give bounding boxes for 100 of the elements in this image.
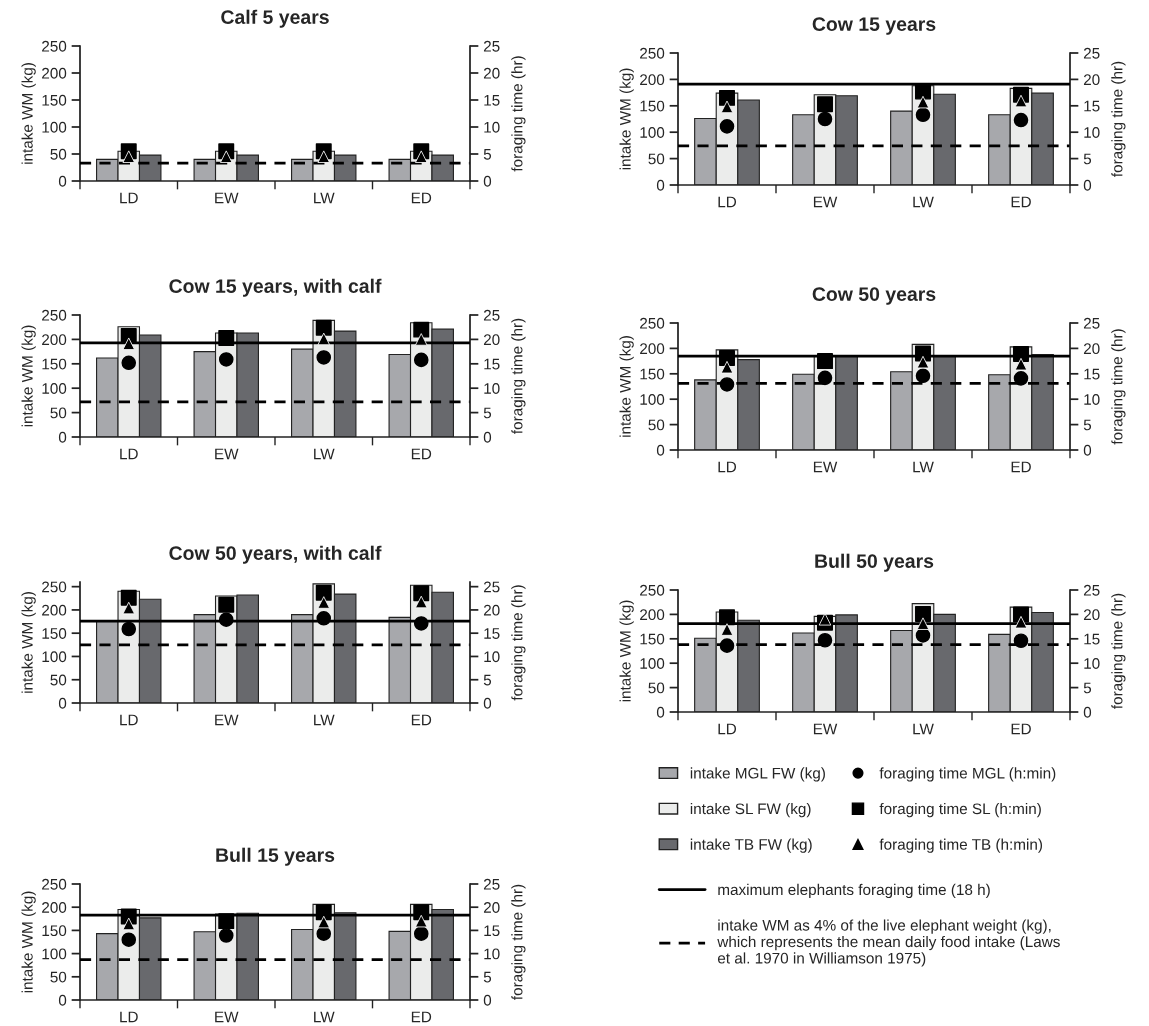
y-tick-label: 0 bbox=[58, 994, 67, 1006]
y-tick-label: 250 bbox=[640, 584, 665, 596]
y-axis-title: intake WM (kg) bbox=[21, 592, 36, 693]
legend-label: intake MGL FW (kg) bbox=[690, 767, 825, 782]
y2-tick-label: 5 bbox=[483, 674, 492, 686]
chart-title: Cow 15 years bbox=[812, 17, 936, 35]
point bbox=[413, 585, 430, 602]
point bbox=[915, 368, 931, 384]
point bbox=[315, 319, 332, 336]
point bbox=[719, 350, 735, 367]
y-tick-label: 150 bbox=[42, 358, 67, 370]
y2-tick-label: 5 bbox=[1083, 682, 1092, 694]
y-tick-label: 100 bbox=[42, 383, 67, 394]
point bbox=[218, 329, 235, 346]
y2-tick-label: 15 bbox=[484, 925, 500, 937]
y-tick-label: 250 bbox=[640, 317, 665, 329]
y2-tick-label: 0 bbox=[1083, 179, 1092, 191]
y-tick-label: 50 bbox=[50, 674, 67, 686]
x-tick-label: LD bbox=[718, 461, 737, 473]
y2-tick-label: 25 bbox=[1083, 47, 1100, 59]
y-tick-label: 150 bbox=[42, 628, 67, 639]
y2-tick-label: 25 bbox=[1083, 317, 1100, 329]
y2-tick-label: 20 bbox=[483, 604, 500, 616]
y-axis-title: intake WM (kg) bbox=[21, 891, 36, 993]
point bbox=[316, 350, 332, 365]
y2-tick-label: 5 bbox=[483, 407, 492, 419]
y2-tick-label: 20 bbox=[1083, 609, 1100, 621]
legend-label: intake WM as 4% of the live elephant weight (kg), which represents the mean daily food intake (Laws et al. 1970 in Williamson 1975) bbox=[717, 919, 1060, 967]
point bbox=[1013, 112, 1029, 128]
x-tick-label: ED bbox=[411, 192, 432, 204]
y-tick-label: 200 bbox=[640, 343, 665, 355]
y2-tick-label: 20 bbox=[1083, 74, 1100, 86]
y2-axis-title: foraging time (hr) bbox=[1111, 593, 1126, 709]
x-tick-label: ED bbox=[411, 448, 432, 460]
y2-tick-label: 20 bbox=[483, 902, 500, 913]
y2-tick-label: 0 bbox=[483, 175, 492, 187]
point bbox=[817, 632, 833, 648]
y-tick-label: 0 bbox=[58, 431, 67, 443]
y2-axis-title: foraging time (hr) bbox=[511, 56, 526, 172]
y2-tick-label: 15 bbox=[484, 95, 500, 106]
legend-label: foraging time SL (h:min) bbox=[879, 802, 1041, 818]
x-tick-label: EW bbox=[813, 461, 838, 473]
y2-axis-title: foraging time (hr) bbox=[1111, 329, 1126, 445]
x-tick-label: LW bbox=[314, 448, 335, 460]
chart-title: Cow 50 years bbox=[812, 287, 936, 305]
x-tick-label: EW bbox=[813, 723, 838, 735]
y-tick-label: 0 bbox=[656, 179, 665, 191]
point bbox=[218, 928, 234, 943]
y2-tick-label: 25 bbox=[483, 309, 500, 321]
point bbox=[915, 605, 931, 622]
x-tick-label: ED bbox=[411, 714, 432, 726]
x-tick-label: EW bbox=[215, 1011, 239, 1023]
y2-tick-label: 15 bbox=[484, 628, 500, 639]
y-tick-label: 50 bbox=[50, 148, 67, 160]
y2-tick-label: 10 bbox=[484, 383, 500, 394]
x-tick-label: EW bbox=[215, 192, 239, 204]
point bbox=[817, 353, 833, 370]
y-tick-label: 100 bbox=[640, 127, 665, 138]
y-tick-label: 250 bbox=[640, 47, 665, 59]
x-tick-label: LD bbox=[120, 1011, 138, 1023]
point bbox=[915, 107, 931, 123]
point bbox=[121, 355, 137, 371]
legend-label: foraging time TB (h:min) bbox=[879, 838, 1043, 853]
y-tick-label: 100 bbox=[42, 948, 67, 960]
y2-tick-label: 15 bbox=[1084, 100, 1100, 112]
y2-tick-label: 20 bbox=[1083, 343, 1100, 355]
y2-axis-title: foraging time (hr) bbox=[511, 884, 526, 1000]
y-tick-label: 250 bbox=[42, 878, 67, 890]
y-tick-label: 150 bbox=[640, 100, 665, 112]
y-tick-label: 100 bbox=[640, 658, 665, 669]
y-tick-label: 250 bbox=[42, 309, 67, 321]
y-tick-label: 250 bbox=[42, 40, 67, 52]
y2-tick-label: 10 bbox=[484, 948, 500, 960]
point bbox=[315, 904, 332, 921]
x-tick-label: ED bbox=[411, 1011, 432, 1023]
y2-tick-label: 15 bbox=[1084, 633, 1100, 645]
point bbox=[121, 621, 137, 637]
y-tick-label: 0 bbox=[656, 444, 665, 456]
y2-tick-label: 5 bbox=[1083, 153, 1092, 165]
y-tick-label: 200 bbox=[640, 609, 665, 621]
point bbox=[817, 370, 833, 386]
point bbox=[817, 111, 833, 127]
y-tick-label: 100 bbox=[42, 651, 67, 663]
y-axis-title: intake WM (kg) bbox=[21, 63, 36, 164]
y-tick-label: 0 bbox=[58, 175, 67, 187]
y-tick-label: 0 bbox=[58, 697, 67, 709]
x-tick-label: LW bbox=[913, 723, 934, 735]
x-tick-label: EW bbox=[813, 196, 838, 208]
legend-label: maximum elephants foraging time (18 h) bbox=[718, 883, 990, 899]
y2-tick-label: 0 bbox=[1083, 444, 1092, 456]
point bbox=[121, 932, 137, 947]
x-tick-label: EW bbox=[215, 448, 239, 460]
point bbox=[218, 612, 234, 627]
x-tick-label: LW bbox=[913, 196, 934, 208]
y2-tick-label: 0 bbox=[483, 431, 492, 443]
y-axis-title: intake WM (kg) bbox=[619, 600, 634, 702]
point bbox=[1013, 371, 1029, 386]
y-tick-label: 200 bbox=[640, 74, 665, 86]
point bbox=[719, 638, 735, 653]
point bbox=[315, 584, 332, 601]
